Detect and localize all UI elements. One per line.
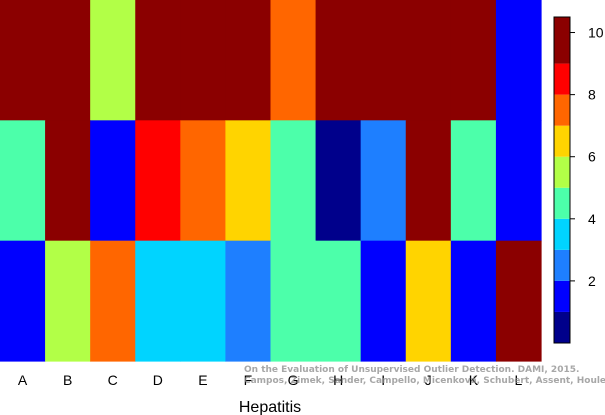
heatmap-cell-C-row1 [90,0,136,121]
x-tick-label-J: J [425,372,432,388]
heatmap-cell-C-row3 [90,240,136,362]
heatmap-cell-B-row2 [45,120,91,242]
heatmap-cell-D-row3 [135,240,181,362]
heatmap-cell-G-row3 [270,240,317,362]
x-tick-label-G: G [288,372,299,388]
heatmap-cell-I-row3 [360,240,407,362]
heatmap-cell-L-row1 [495,0,542,121]
colorbar-level-10 [554,17,570,64]
colorbar-level-6 [554,156,570,188]
colorbar-border [553,16,571,344]
heatmap-cell-J-row1 [405,0,452,121]
x-tick-label-K: K [469,372,479,388]
heatmap-cell-I-row2 [360,120,407,242]
colorbar-level-7 [554,125,570,157]
heatmap-cell-B-row3 [45,240,91,362]
heatmap-cell-F-row2 [225,120,272,242]
heatmap-cell-K-row2 [450,120,497,242]
heatmap-cells [0,0,542,362]
colorbar-tick-label-10: 10 [588,25,604,41]
x-tick-label-E: E [198,372,207,388]
x-tick-label-B: B [63,372,72,388]
heatmap-cell-E-row2 [180,120,227,242]
heatmap-cell-E-row3 [180,240,227,362]
x-tick-label-C: C [108,372,118,388]
heatmap-cell-G-row1 [270,0,317,121]
heatmap-cell-A-row2 [0,120,46,242]
x-tick-label-D: D [153,372,163,388]
colorbar-level-8 [554,94,570,126]
colorbar-tick-label-6: 6 [588,149,596,165]
colorbar-level-1 [554,311,570,343]
heatmap-cell-A-row3 [0,240,46,362]
heatmap-cell-H-row2 [315,120,362,242]
heatmap-cell-H-row3 [315,240,362,362]
heatmap-cell-F-row1 [225,0,272,121]
x-axis-label: Hepatitis [239,399,301,415]
colorbar-tick-label-4: 4 [588,211,596,227]
x-tick-label-H: H [333,372,343,388]
colorbar-level-5 [554,187,570,219]
heatmap-cell-J-row3 [405,240,452,362]
heatmap-cell-B-row1 [45,0,91,121]
heatmap-cell-D-row2 [135,120,181,242]
heatmap-cell-I-row1 [360,0,407,121]
heatmap-cell-A-row1 [0,0,46,121]
colorbar-level-9 [554,63,570,95]
citation-line-1: On the Evaluation of Unsupervised Outlie… [244,365,579,375]
citation-line-2: Campos, Zimek, Sander, Campello, Micenko… [244,376,605,386]
colorbar-level-3 [554,249,570,281]
heatmap-cell-K-row1 [450,0,497,121]
x-tick-label-A: A [18,372,28,388]
colorbar-level-2 [554,280,570,312]
colorbar-tick-label-2: 2 [588,273,596,289]
x-axis-ticks: A B C D E F G H I J K L [18,372,523,388]
heatmap-cell-L-row3 [495,240,542,362]
heatmap-cell-C-row2 [90,120,136,242]
heatmap-cell-F-row3 [225,240,272,362]
heatmap-cell-J-row2 [405,120,452,242]
colorbar-level-4 [554,218,570,250]
heatmap-cell-H-row1 [315,0,362,121]
heatmap-cell-E-row1 [180,0,227,121]
x-tick-label-L: L [515,372,523,388]
citation-watermark: On the Evaluation of Unsupervised Outlie… [244,365,605,386]
x-tick-label-F: F [244,372,253,388]
heatmap-cell-K-row3 [450,240,497,362]
colorbar [553,16,571,344]
heatmap-cell-G-row2 [270,120,317,242]
colorbar-ticks: 2 4 6 8 10 [570,25,604,289]
x-tick-label-I: I [381,372,385,388]
colorbar-tick-label-8: 8 [588,87,596,103]
heatmap-cell-D-row1 [135,0,181,121]
heatmap-cell-L-row2 [495,120,542,242]
